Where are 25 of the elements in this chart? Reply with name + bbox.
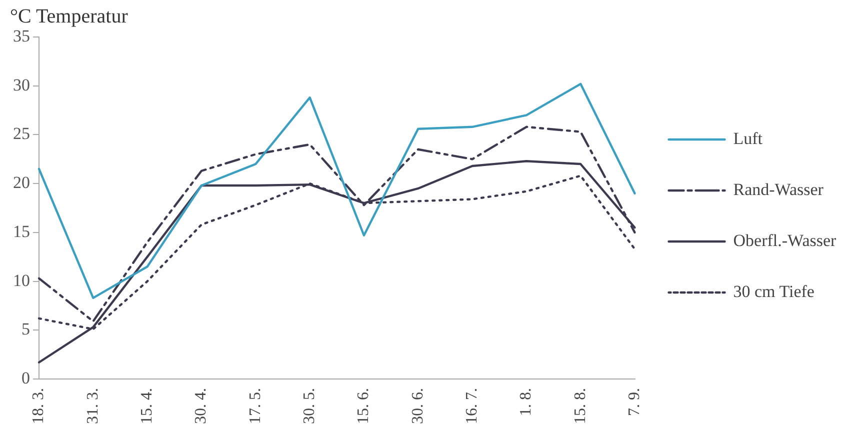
legend-label: 30 cm Tiefe (733, 282, 814, 301)
y-tick-label: 0 (22, 368, 30, 388)
x-tick-label: 16. 7. (463, 388, 480, 424)
y-tick-label: 5 (22, 320, 30, 339)
x-tick-label: 15. 8. (572, 388, 589, 424)
x-tick-label: 17. 5. (246, 388, 264, 424)
x-tick-label: 30. 6. (409, 388, 426, 424)
x-tick-label: 1. 8. (518, 388, 535, 416)
x-tick-label: 31. 3. (84, 388, 102, 424)
legend-label: Rand-Wasser (733, 180, 824, 199)
x-tick-label: 30. 5. (301, 388, 318, 424)
x-tick-label: 15. 6. (355, 388, 372, 424)
legend-label: Luft (733, 128, 763, 148)
x-tick-label: 18. 3. (30, 388, 48, 424)
x-tick-label: 7. 9. (626, 388, 643, 416)
x-tick-label: 15. 4. (138, 388, 156, 424)
y-axis-title: °C Temperatur (10, 5, 128, 28)
y-tick-label: 25 (13, 124, 30, 144)
legend-label: Oberfl.-Wasser (733, 230, 837, 250)
y-tick-label: 15 (13, 222, 30, 241)
y-tick-label: 30 (13, 75, 30, 94)
y-tick-label: 10 (13, 270, 30, 290)
y-tick-label: 35 (13, 26, 30, 46)
y-tick-label: 20 (13, 173, 30, 192)
x-tick-label: 30. 4. (192, 388, 210, 424)
